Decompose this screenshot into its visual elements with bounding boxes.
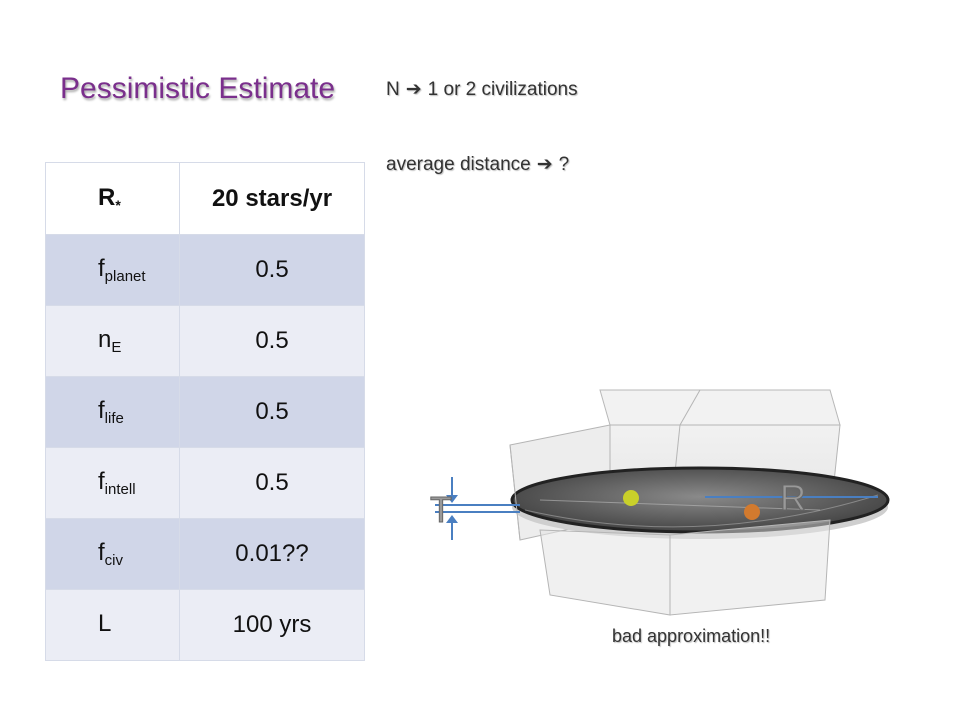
right-arrow-icon: ➔	[405, 79, 422, 100]
right-arrow-icon: ➔	[536, 154, 553, 175]
radius-label: R	[780, 477, 806, 518]
variable-cell: fplanet	[45, 234, 180, 306]
table-row: fplanet 0.5	[45, 234, 365, 306]
page-title: Pessimistic Estimate	[60, 72, 336, 105]
orange-star-dot	[744, 504, 760, 520]
value-cell: 20 stars/yr	[179, 162, 365, 235]
table-row: fintell 0.5	[45, 447, 365, 519]
table-row: flife 0.5	[45, 376, 365, 448]
table-row: nE 0.5	[45, 305, 365, 377]
table-row: fciv 0.01??	[45, 518, 365, 590]
table-row: R* 20 stars/yr	[45, 162, 365, 235]
value-cell: 0.5	[179, 305, 365, 377]
variable-cell: L	[45, 589, 180, 661]
average-distance-note: average distance ➔?	[386, 153, 569, 176]
yellow-star-dot	[623, 490, 639, 506]
variable-cell: nE	[45, 305, 180, 377]
value-cell: 0.5	[179, 234, 365, 306]
drake-equation-table: R* 20 stars/yr fplanet 0.5 nE 0.5 flife …	[45, 162, 365, 661]
value-cell: 0.5	[179, 376, 365, 448]
n-value: 1 or 2 civilizations	[427, 79, 578, 100]
value-cell: 100 yrs	[179, 589, 365, 661]
distance-label: average distance	[386, 154, 531, 175]
variable-cell: fciv	[45, 518, 180, 590]
value-cell: 0.5	[179, 447, 365, 519]
thickness-arrows	[435, 477, 520, 540]
variable-cell: R*	[45, 162, 180, 235]
variable-cell: fintell	[45, 447, 180, 519]
container-box-front	[509, 444, 831, 616]
n-label: N	[386, 79, 400, 100]
thickness-label: T	[430, 489, 452, 530]
distance-value: ?	[558, 154, 570, 175]
variable-cell: flife	[45, 376, 180, 448]
value-cell: 0.01??	[179, 518, 365, 590]
diagram-caption: bad approximation!!	[612, 626, 771, 646]
galactic-disk-diagram: R T	[430, 389, 890, 616]
civilization-count-note: N ➔ 1 or 2 civilizations	[386, 78, 578, 101]
table-row: L 100 yrs	[45, 589, 365, 661]
galactic-disk	[510, 466, 890, 539]
